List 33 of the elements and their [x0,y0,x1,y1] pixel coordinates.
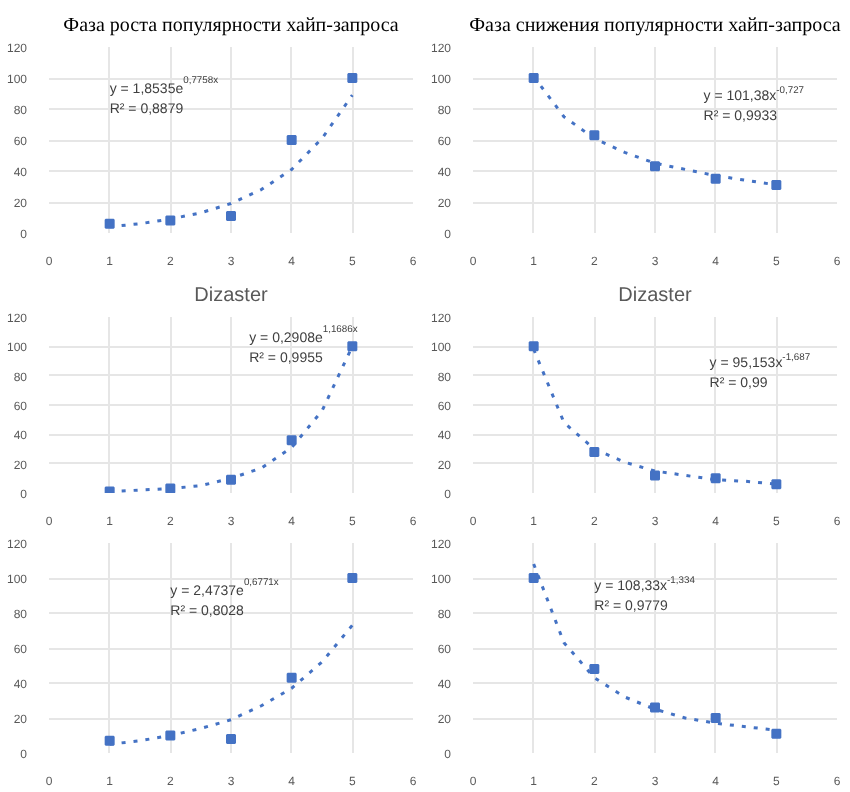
point [165,215,176,226]
chart-title: Dizaster [618,285,694,307]
point [650,161,660,172]
chart-title: Dizaster [194,285,270,307]
point [710,173,721,184]
point [226,734,236,744]
point [347,341,358,352]
point [650,470,660,481]
point [104,735,115,746]
chart-title: Фаза снижения популярности хайп-запроса [469,15,842,37]
point [286,435,297,446]
point [771,479,782,490]
point [226,474,236,485]
point [771,179,782,190]
point [165,730,176,741]
point [650,702,660,713]
point [589,130,600,141]
point [589,664,600,674]
point [528,341,539,352]
point [528,573,539,583]
point [710,713,721,723]
point [589,446,600,457]
point [771,728,782,739]
point [104,218,115,229]
point [165,483,176,493]
point [347,573,358,583]
point [226,210,236,221]
point [528,73,539,83]
point [710,473,721,484]
point [286,135,297,145]
point [286,672,297,683]
point [347,73,358,83]
chart-title: Фаза роста популярности хайп-запроса [63,15,400,37]
